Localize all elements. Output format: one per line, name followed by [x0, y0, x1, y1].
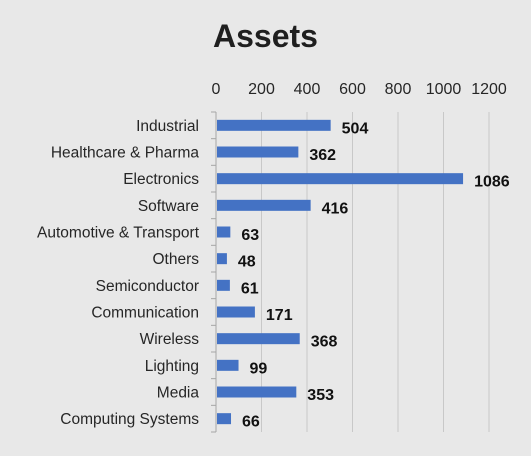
data-label: 362 — [309, 147, 336, 164]
x-tick-label: 200 — [248, 81, 275, 98]
bar — [217, 253, 227, 265]
bar — [217, 173, 464, 185]
data-label: 171 — [266, 307, 293, 324]
category-label: Media — [157, 385, 200, 402]
data-label: 416 — [322, 200, 349, 217]
category-label: Communication — [91, 305, 199, 322]
bar — [217, 199, 311, 211]
chart-title: Assets — [213, 18, 318, 54]
category-label: Lighting — [145, 358, 199, 375]
bar — [217, 306, 255, 318]
category-label: Industrial — [136, 118, 199, 135]
category-label: Wireless — [140, 331, 200, 348]
bar — [217, 413, 232, 425]
bar — [217, 333, 300, 345]
bar — [217, 119, 331, 131]
data-label: 61 — [241, 280, 259, 297]
bar — [217, 359, 239, 371]
category-label: Computing Systems — [60, 411, 199, 428]
category-label: Semiconductor — [96, 278, 199, 295]
category-label: Electronics — [123, 171, 199, 188]
data-label: 66 — [242, 414, 260, 431]
bar — [217, 226, 231, 238]
data-label: 99 — [250, 360, 268, 377]
x-tick-label: 800 — [385, 81, 412, 98]
data-label: 353 — [307, 387, 334, 404]
bar — [217, 146, 299, 158]
data-label: 48 — [238, 254, 256, 271]
data-label: 1086 — [474, 174, 510, 191]
data-label: 63 — [241, 227, 259, 244]
category-label: Healthcare & Pharma — [51, 145, 200, 162]
category-label: Automotive & Transport — [37, 225, 200, 242]
category-label: Others — [152, 251, 199, 268]
bar — [217, 386, 297, 398]
x-tick-label: 1200 — [471, 81, 507, 98]
x-tick-label: 600 — [339, 81, 366, 98]
x-tick-label: 0 — [212, 81, 221, 98]
category-label: Software — [138, 198, 199, 215]
data-label: 368 — [311, 334, 338, 351]
bar — [217, 279, 230, 291]
x-tick-label: 400 — [294, 81, 321, 98]
data-label: 504 — [342, 120, 369, 137]
x-tick-label: 1000 — [426, 81, 462, 98]
